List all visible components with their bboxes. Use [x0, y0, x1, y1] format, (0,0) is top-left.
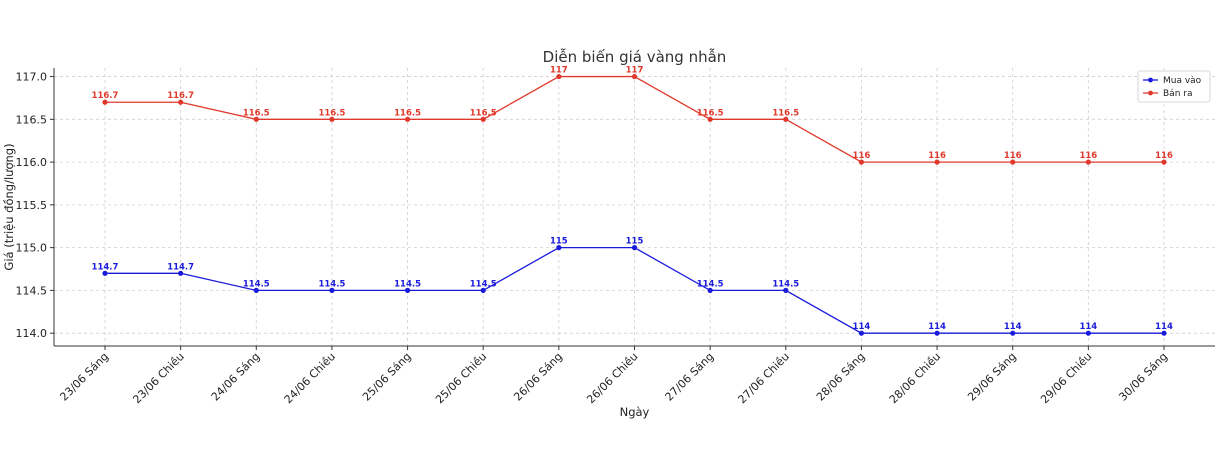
y-tick-label: 117.0 — [16, 71, 48, 84]
data-point — [858, 330, 865, 336]
data-point — [1010, 159, 1016, 165]
x-tick-label: 30/06 Sáng — [1116, 350, 1170, 404]
chart-title: Diễn biến giá vàng nhẫn — [543, 48, 727, 66]
data-label: 114.5 — [772, 279, 799, 289]
data-point — [253, 287, 259, 293]
data-point — [480, 287, 486, 293]
data-label: 116 — [853, 151, 871, 161]
data-point — [1085, 330, 1091, 336]
data-label: 117 — [550, 66, 568, 76]
tick-labels: 114.0 114.5 115.0 115.5 116.0 116.5 117.0 23/06… — [16, 71, 1171, 407]
y-tick-label: 115.5 — [16, 199, 48, 212]
x-tick-label: 25/06 Sáng — [360, 350, 414, 404]
data-label: 116 — [928, 151, 946, 161]
data-point — [556, 245, 562, 251]
data-point — [783, 287, 789, 293]
x-tick-label: 23/06 Sáng — [57, 350, 111, 404]
data-label: 116.5 — [697, 108, 724, 118]
x-tick-label: 29/06 Chiều — [1038, 350, 1094, 406]
x-tick-label: 26/06 Sáng — [511, 350, 565, 404]
data-point — [1161, 159, 1167, 165]
x-tick-label: 26/06 Chiều — [584, 350, 640, 406]
x-tick-label: 29/06 Sáng — [965, 350, 1019, 404]
data-label: 114 — [1004, 322, 1022, 332]
data-label: 115 — [626, 237, 644, 247]
data-label: 114 — [1155, 322, 1173, 332]
data-point — [178, 270, 184, 276]
grid — [54, 68, 1215, 346]
data-label: 116.7 — [167, 91, 194, 101]
data-point — [934, 159, 940, 165]
data-label: 114.5 — [470, 279, 497, 289]
data-point — [102, 99, 108, 105]
legend-label: Mua vào — [1163, 76, 1202, 86]
data-point — [556, 73, 562, 80]
legend-swatch-marker — [1148, 90, 1153, 96]
data-label: 114 — [928, 322, 946, 332]
data-point — [858, 159, 865, 165]
y-tick-label: 114.5 — [16, 284, 48, 297]
data-point — [707, 287, 713, 293]
x-tick-label: 24/06 Sáng — [209, 350, 263, 404]
x-axis-title: Ngày — [620, 405, 650, 419]
data-point — [329, 116, 335, 122]
data-label: 116.5 — [772, 108, 799, 118]
legend: Mua vào Bán ra — [1137, 70, 1211, 103]
x-tick-label: 28/06 Sáng — [814, 350, 868, 404]
data-label: 116.5 — [243, 108, 270, 118]
data-point — [102, 270, 108, 276]
data-label: 117 — [626, 66, 644, 76]
data-label: 114.5 — [697, 279, 724, 289]
data-point — [404, 116, 411, 122]
data-point — [253, 116, 259, 122]
x-tick-label: 28/06 Chiều — [887, 350, 943, 406]
data-point — [1010, 330, 1016, 336]
data-point — [178, 99, 184, 105]
data-label: 116.5 — [394, 108, 421, 118]
data-label: 116.7 — [92, 91, 119, 101]
data-point — [329, 287, 335, 293]
data-point — [783, 116, 789, 122]
series-ban-ra: 116.7 116.7 116.5 116.5 116.5 116.5 117 117 116.… — [92, 66, 1173, 165]
y-axis-title: Giá (triệu đồng/lượng) — [2, 143, 16, 270]
data-label: 114 — [853, 322, 871, 332]
data-label: 116.5 — [318, 108, 345, 118]
data-point — [480, 116, 486, 122]
data-label: 116 — [1004, 151, 1022, 161]
series-layer: 114.7 114.7 114.5 114.5 114.5 114.5 115 115 114.… — [92, 66, 1173, 336]
data-point — [934, 330, 940, 336]
x-tick-label: 27/06 Chiều — [736, 350, 792, 406]
y-tick-label: 115.0 — [16, 242, 48, 255]
y-tick-label: 116.5 — [16, 113, 48, 126]
legend-label: Bán ra — [1163, 89, 1192, 99]
data-label: 116 — [1155, 151, 1173, 161]
data-label: 114.7 — [167, 262, 194, 272]
data-point — [707, 116, 713, 122]
data-point — [631, 73, 638, 80]
y-tick-label: 114.0 — [16, 327, 48, 340]
data-label: 114.5 — [318, 279, 345, 289]
x-tick-label: 24/06 Chiều — [282, 350, 338, 406]
data-label: 114 — [1079, 322, 1097, 332]
data-label: 116 — [1079, 151, 1097, 161]
data-label: 114.5 — [243, 279, 270, 289]
x-tick-label: 27/06 Sáng — [663, 350, 717, 404]
x-tick-label: 23/06 Chiều — [130, 350, 186, 406]
data-label: 114.7 — [92, 262, 119, 272]
series-mua-vao: 114.7 114.7 114.5 114.5 114.5 114.5 115 115 114.… — [92, 237, 1173, 336]
legend-swatch-marker — [1148, 77, 1153, 83]
data-point — [404, 287, 411, 293]
y-tick-label: 116.0 — [16, 156, 48, 169]
data-label: 114.5 — [394, 279, 421, 289]
data-point — [1085, 159, 1091, 165]
legend-box — [1137, 70, 1211, 103]
data-label: 116.5 — [470, 108, 497, 118]
data-point — [631, 245, 638, 251]
data-label: 115 — [550, 237, 568, 247]
series-line — [105, 75, 1164, 163]
x-tick-label: 25/06 Chiều — [433, 350, 489, 406]
data-point — [1161, 330, 1167, 336]
